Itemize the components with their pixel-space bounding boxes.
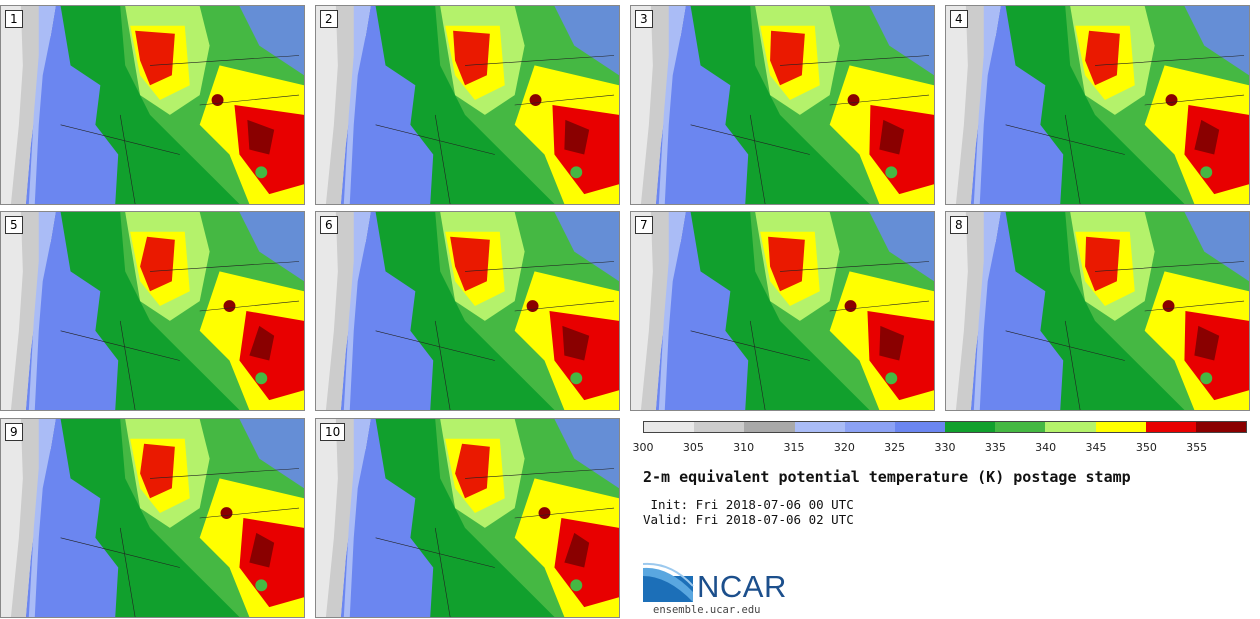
postage-stamp-panel: 8 <box>945 211 1250 411</box>
colorbar-tick-label: 300 <box>632 441 654 454</box>
site-url: ensemble.ucar.edu <box>653 604 761 616</box>
panel-number: 1 <box>5 10 23 28</box>
panel-number: 5 <box>5 216 23 234</box>
colorbar-segment <box>794 422 845 432</box>
colorbar-segment <box>995 422 1046 432</box>
panel-number: 3 <box>635 10 653 28</box>
colorbar-segment <box>1045 422 1096 432</box>
map-icon <box>316 212 619 410</box>
colorbar-tick-label: 350 <box>1135 441 1157 454</box>
panel-number: 8 <box>950 216 968 234</box>
colorbar-tick-label: 330 <box>934 441 956 454</box>
postage-stamp-panel: 5 <box>0 211 305 411</box>
map-icon <box>1 419 304 617</box>
valid-time: Valid: Fri 2018-07-06 02 UTC <box>643 512 854 527</box>
colorbar-segment <box>644 422 695 432</box>
colorbar-tick-label: 320 <box>833 441 855 454</box>
panel-number: 2 <box>320 10 338 28</box>
colorbar-segment <box>844 422 895 432</box>
postage-stamp-panel: 7 <box>630 211 935 411</box>
map-icon <box>631 6 934 204</box>
init-time: Init: Fri 2018-07-06 00 UTC <box>643 497 854 512</box>
colorbar-segment <box>894 422 946 432</box>
map-icon <box>316 419 619 617</box>
postage-stamp-panel: 2 <box>315 5 620 205</box>
map-icon <box>946 6 1249 204</box>
panel-number: 10 <box>320 423 346 441</box>
postage-stamp-panel: 1 <box>0 5 305 205</box>
colorbar-segment <box>1145 422 1196 432</box>
colorbar-tick-label: 335 <box>984 441 1006 454</box>
map-icon <box>946 212 1249 410</box>
postage-stamp-panel: 9 <box>0 418 305 618</box>
map-icon <box>316 6 619 204</box>
panel-number: 9 <box>5 423 23 441</box>
colorbar-tick-label: 315 <box>783 441 805 454</box>
colorbar-tick-label: 355 <box>1186 441 1208 454</box>
colorbar-segment <box>744 422 795 432</box>
colorbar-segment <box>1095 422 1146 432</box>
map-icon <box>631 212 934 410</box>
panel-number: 6 <box>320 216 338 234</box>
ncar-logo-text: NCAR <box>697 569 787 604</box>
postage-stamp-panel: 6 <box>315 211 620 411</box>
colorbar-tick-label: 340 <box>1035 441 1057 454</box>
colorbar-tick-label: 325 <box>884 441 906 454</box>
postage-stamp-panel: 4 <box>945 5 1250 205</box>
ncar-logo-icon <box>643 562 694 602</box>
colorbar-tick-label: 305 <box>682 441 704 454</box>
colorbar-segment <box>1195 422 1247 432</box>
figure-title: 2-m equivalent potential temperature (K)… <box>643 468 1131 486</box>
map-icon <box>1 212 304 410</box>
panel-number: 4 <box>950 10 968 28</box>
map-icon <box>1 6 304 204</box>
colorbar <box>643 421 1247 433</box>
postage-stamp-panel: 10 <box>315 418 620 618</box>
colorbar-segment <box>945 422 996 432</box>
colorbar-tick-label: 310 <box>733 441 755 454</box>
panel-number: 7 <box>635 216 653 234</box>
colorbar-segment <box>694 422 745 432</box>
postage-stamp-panel: 3 <box>630 5 935 205</box>
colorbar-tick-label: 345 <box>1085 441 1107 454</box>
